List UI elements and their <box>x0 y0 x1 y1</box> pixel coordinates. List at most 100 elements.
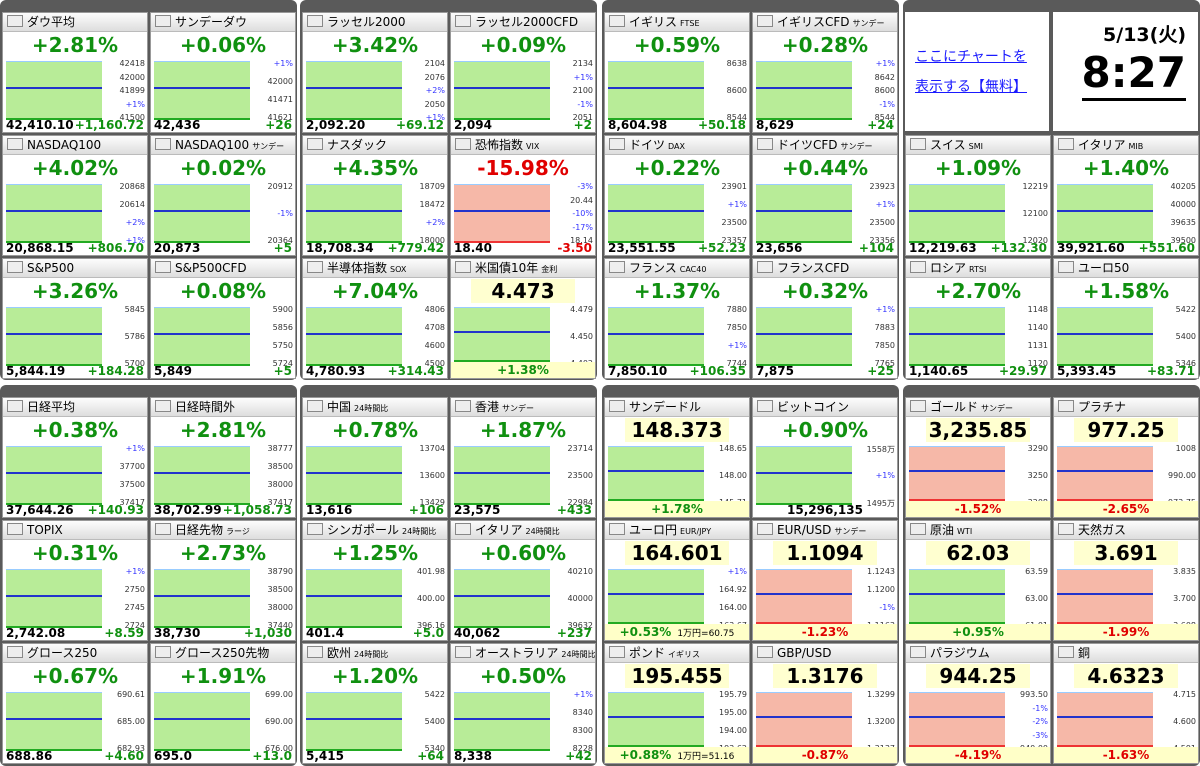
big-value: +1.91% <box>179 664 267 688</box>
axis-label: 18472 <box>419 200 445 209</box>
axis-label: 400.00 <box>417 594 445 603</box>
big-value: +3.42% <box>331 33 419 57</box>
mini-chart <box>608 446 704 501</box>
tile[interactable]: NASDAQ100 サンデー +0.02% 20912 -1% 20364 20,873 +5 <box>150 135 296 256</box>
tile[interactable]: ラッセル2000 +3.42% 2104 2076 +2% 2050 +1% 2,092.20… <box>302 12 448 133</box>
tile[interactable]: ビットコイン +0.90% 1558万 +1% 1495万 15,296,135 <box>752 397 898 518</box>
tile[interactable]: ポンドイギリス195.455195.79195.00194.00193.62+0… <box>604 643 750 764</box>
big-value: +0.28% <box>781 33 869 57</box>
tile[interactable]: フランス CAC40 +1.37% 7880 7850 +1% 7744 7,850.10 +1… <box>604 258 750 379</box>
change-bar: -1.99% <box>1054 624 1198 640</box>
price: 23,575 <box>454 503 501 517</box>
tile[interactable]: 日経時間外 +2.81% 38777 38500 38000 37417 38,702.99… <box>150 397 296 518</box>
tile[interactable]: イタリア 24時間比 +0.60% 40210 40000 39632 40,062 +237 <box>450 520 596 641</box>
tile[interactable]: S&P500CFD +0.08% 5900 5856 5750 5724 5,849 +5 <box>150 258 296 379</box>
tile[interactable]: イギリス FTSE +0.59% 8638 8600 8544 8,604.98 +50.18 <box>604 12 750 133</box>
tile-name: グロース250 <box>27 646 98 660</box>
chart-line <box>608 210 704 213</box>
link-line[interactable]: 表示する【無料】 <box>915 79 1027 95</box>
axis-label: 37440 <box>267 621 293 630</box>
tile[interactable]: 日経平均 +0.38% +1% 37700 37500 37417 37,644.26 +14… <box>2 397 148 518</box>
tile-sub: 24時間比 <box>354 404 389 413</box>
axis-label: 20614 <box>119 200 145 209</box>
flag-icon <box>7 400 23 412</box>
tile[interactable]: ラッセル2000CFD +0.09% 2134 +1% 2100 -1% 2051 2,094… <box>450 12 596 133</box>
axis-label: 23500 <box>567 471 593 480</box>
big-value: 1.3176 <box>773 664 877 688</box>
chart-line <box>154 333 250 336</box>
tile[interactable]: フランスCFD +0.32% +1% 7883 7850 7765 7,875 +25 <box>752 258 898 379</box>
axis-label: 7880 <box>726 305 747 314</box>
diff: +551.60 <box>1138 241 1195 255</box>
chart-line <box>1057 210 1153 213</box>
link-line[interactable]: ここにチャートを <box>915 49 1027 65</box>
axis-label: 23714 <box>567 444 593 453</box>
tile[interactable]: 半導体指数 SOX +7.04% 4806 4708 4600 4500 4,780.93 +3… <box>302 258 448 379</box>
tile[interactable]: 欧州 24時間比 +1.20% 5422 5400 5340 5,415 +64 <box>302 643 448 764</box>
price: 38,730 <box>154 626 201 640</box>
price-row: 42,410.10 +1,160.72 <box>3 117 147 132</box>
change-bar: -1.63% <box>1054 747 1198 763</box>
tile[interactable]: グロース250 +0.67% 690.61 685.00 682.93 688.86 +4.… <box>2 643 148 764</box>
tile[interactable]: EUR/USDサンデー1.10941.12431.1200-1%1.1163-1… <box>752 520 898 641</box>
change-pct: +0.95% <box>952 625 1004 639</box>
tile-sub: 24時間比 <box>354 650 389 659</box>
chart-line <box>154 595 250 598</box>
tile[interactable]: 日経先物 ラージ +2.73% 38790 38500 38000 37440 38,730 +… <box>150 520 296 641</box>
tile[interactable]: スイス SMI +1.09% 12219 12100 12020 12,219.63 +132… <box>905 135 1051 256</box>
price: 688.86 <box>6 749 53 763</box>
tile[interactable]: 香港 サンデー +1.87% 23714 23500 22984 23,575 +433 <box>450 397 596 518</box>
price-row: 7,875 +25 <box>753 363 897 378</box>
tile[interactable]: ドイツCFD サンデー +0.44% 23923 +1% 23500 23356 23,656… <box>752 135 898 256</box>
tile[interactable]: サンデーダウ +0.06% +1% 42000 41471 41621 42,436 +26 <box>150 12 296 133</box>
tile[interactable]: オーストラリア 24時間比 +0.50% +1% 8340 8300 8228 8,338 +4… <box>450 643 596 764</box>
tile[interactable]: 恐怖指数 VIX -15.98% -3% 20.44 -10% -17% 18.14 18.40… <box>450 135 596 256</box>
tile[interactable]: ユーロ50 +1.58% 5422 5400 5346 5,393.45 +83.71 <box>1053 258 1199 379</box>
tile[interactable]: ドイツ DAX +0.22% 23901 +1% 23500 23357 23,551.55 +… <box>604 135 750 256</box>
tile[interactable]: TOPIX +0.31% +1% 2750 2745 2724 2,742.08 +8.59 <box>2 520 148 641</box>
tile-name: ナスダック <box>327 138 388 152</box>
axis-label: 5346 <box>1175 359 1196 368</box>
diff: +1,030 <box>243 626 292 640</box>
tile[interactable]: ユーロ円EUR/JPY164.601+1%164.92164.00163.67+… <box>604 520 750 641</box>
tile[interactable]: イタリア MIB +1.40% 40205 40000 39635 39500 39,921.… <box>1053 135 1199 256</box>
mini-chart <box>756 61 852 120</box>
big-value: +0.02% <box>179 156 267 180</box>
mini-chart <box>454 446 550 505</box>
tile-header: ラッセル2000 <box>303 13 447 32</box>
axis-label: 23500 <box>869 218 895 227</box>
tile[interactable]: ダウ平均 +2.81% 42418 42000 41899 +1% 41500 42,410.… <box>2 12 148 133</box>
tile[interactable]: グロース250先物 +1.91% 699.00 690.00 676.00 695.0 +1… <box>150 643 296 764</box>
tile-header: 原油 WTI <box>906 521 1050 540</box>
chart-link[interactable]: ここにチャートを 表示する【無料】 <box>915 42 1027 102</box>
tile[interactable]: ロシア RTSI +2.70% 1148 1140 1131 1120 1,140.65 +29… <box>905 258 1051 379</box>
tile[interactable]: シンガポール 24時間比 +1.25% 401.98 400.00 396.16 401.4… <box>302 520 448 641</box>
chart-line <box>608 716 704 719</box>
big-value: +0.32% <box>781 279 869 303</box>
diff: +50.18 <box>697 118 746 132</box>
mini-chart <box>756 569 852 624</box>
axis-label: 5700 <box>124 359 145 368</box>
tile-header: パラジウム <box>906 644 1050 663</box>
tile[interactable]: ナスダック +4.35% 18709 18472 +2% 18000 18,708.34 +7… <box>302 135 448 256</box>
tile[interactable]: イギリスCFD サンデー +0.28% +1% 8642 8600 -1% 8544 8,629… <box>752 12 898 133</box>
chart-line <box>454 87 550 90</box>
axis-label: 5422 <box>1175 305 1196 314</box>
price: 8,604.98 <box>608 118 668 132</box>
chart-line <box>6 333 102 336</box>
diff: +106.35 <box>689 364 746 378</box>
tile-name: 日経平均 <box>27 400 76 414</box>
tile[interactable]: 中国 24時間比 +0.78% 13704 13600 13429 13,616 +106 <box>302 397 448 518</box>
tile[interactable]: S&P500 +3.26% 5845 5786 5700 5,844.19 +184.28 <box>2 258 148 379</box>
axis-label: 63.59 <box>1025 567 1048 576</box>
tile[interactable]: NASDAQ100 +4.02% 20868 20614 +2% +1% 20,868.15… <box>2 135 148 256</box>
